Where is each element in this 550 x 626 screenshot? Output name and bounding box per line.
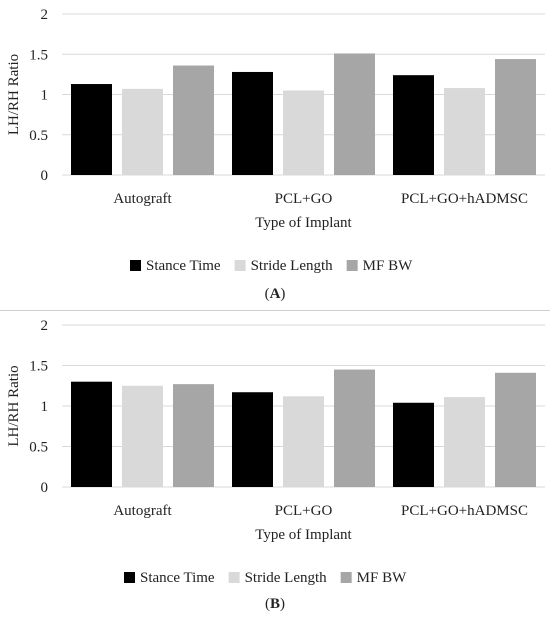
y-tick-label: 1 (41, 88, 49, 104)
y-tick-label: 0 (41, 480, 49, 496)
bar-stance-time (232, 71, 273, 175)
bar-stance-time (393, 402, 434, 487)
legend-swatch (130, 260, 141, 271)
x-tick-label: PCL+GO+hADMSC (401, 503, 528, 519)
y-tick-label: 0.5 (29, 128, 48, 144)
caption-letter: A (269, 286, 281, 302)
x-tick-label: Autograft (113, 191, 172, 207)
x-tick-label: PCL+GO+hADMSC (401, 191, 528, 207)
bar-stride-length (122, 385, 163, 487)
bar-stride-length (444, 397, 485, 487)
chart-panel-a: 0 0.5 1 1.5 2 LH/RH Ratio Autograft PCL+GO PCL+G… (0, 0, 550, 303)
legend-swatch (340, 572, 352, 583)
bar-stride-length (283, 396, 324, 487)
legend-label: Stance Time (146, 258, 221, 274)
bar-mf-bw (495, 59, 536, 175)
legend-label: Stride Length (245, 570, 328, 586)
x-axis-label: Type of Implant (255, 215, 352, 231)
caption-paren-open: ( (264, 596, 270, 612)
bar-chart-a: 0 0.5 1 1.5 2 LH/RH Ratio Autograft PCL+GO PCL+G… (6, 7, 545, 274)
caption-letter: B (269, 596, 280, 612)
legend-label: MF BW (357, 570, 407, 586)
x-axis-label: Type of Implant (255, 527, 352, 543)
legend-swatch (228, 572, 240, 583)
bar-stride-length (122, 88, 163, 175)
x-tick-label: PCL+GO (275, 191, 333, 207)
bar-chart-b: 0 0.5 1 1.5 2 LH/RH Ratio Autograft PCL+GO PCL+G… (6, 318, 545, 586)
legend-label: Stance Time (140, 570, 215, 586)
bar-stance-time (393, 75, 434, 175)
y-axis-label: LH/RH Ratio (6, 365, 22, 446)
legend-swatch (124, 572, 135, 583)
y-tick-label: 1.5 (29, 47, 48, 63)
y-tick-label: 0 (41, 168, 49, 184)
panel-caption-b: (B) (0, 596, 550, 613)
bar-stride-length (444, 88, 485, 175)
x-tick-label: PCL+GO (275, 503, 333, 519)
bar-stride-length (283, 90, 324, 175)
bar-mf-bw (173, 65, 214, 175)
bar-stance-time (232, 392, 273, 487)
caption-paren-close: ) (280, 286, 286, 302)
bar-mf-bw (334, 53, 375, 175)
panel-divider (0, 310, 550, 311)
panel-caption-a: (A) (0, 286, 550, 303)
legend-label: MF BW (363, 258, 413, 274)
bar-stance-time (71, 381, 112, 487)
bar-mf-bw (173, 384, 214, 487)
bar-stance-time (71, 84, 112, 175)
x-tick-label: Autograft (113, 503, 172, 519)
y-tick-label: 0.5 (29, 440, 48, 456)
legend-swatch (234, 260, 246, 271)
chart-panel-b: 0 0.5 1 1.5 2 LH/RH Ratio Autograft PCL+GO PCL+G… (0, 312, 550, 612)
bar-mf-bw (334, 369, 375, 487)
y-axis-label: LH/RH Ratio (6, 54, 22, 135)
bar-mf-bw (495, 372, 536, 487)
y-tick-label: 1.5 (29, 359, 48, 375)
y-tick-label: 1 (41, 399, 49, 415)
y-tick-label: 2 (41, 7, 49, 23)
caption-paren-open: ( (264, 286, 270, 302)
legend-label: Stride Length (251, 258, 334, 274)
legend-swatch (346, 260, 358, 271)
y-tick-label: 2 (41, 318, 49, 334)
caption-paren-close: ) (280, 596, 285, 612)
